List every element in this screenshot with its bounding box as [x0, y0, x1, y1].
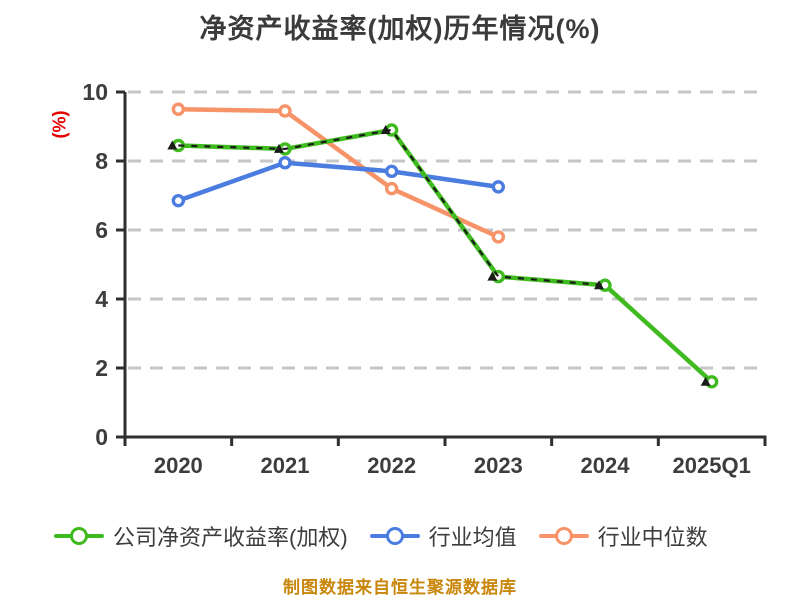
legend-dot-green: [70, 527, 88, 545]
legend-label-company-roe: 公司净资产收益率(加权): [113, 525, 348, 550]
overlay-triangle-marker: [594, 280, 604, 290]
chart-title: 净资产收益率(加权)历年情况(%): [199, 14, 601, 44]
data-point-marker: [491, 230, 506, 244]
overlay-dashed-line: [178, 128, 606, 287]
legend-label-industry-median: 行业中位数: [597, 525, 708, 550]
x-tick-label: 2023: [474, 453, 523, 478]
y-tick-label: 2: [95, 355, 108, 381]
legend-label-industry-mean: 行业均值: [428, 525, 517, 550]
data-point-marker: [384, 181, 399, 196]
legend-dot-blue: [385, 527, 404, 545]
overlay-triangle-marker: [487, 271, 498, 281]
legend-item-industry-mean: 行业均值: [369, 520, 517, 552]
overlay-triangle-marker: [167, 140, 178, 150]
data-point-marker: [491, 180, 506, 194]
x-tick-label: 2021: [261, 453, 310, 478]
x-tick-label: 2020: [154, 453, 203, 478]
legend: 公司净资产收益率(加权) 行业均值 行业中位数: [54, 520, 708, 552]
y-tick-label: 4: [95, 286, 108, 312]
data-point-marker: [171, 102, 186, 116]
overlay-triangle-marker: [380, 124, 391, 134]
overlay-triangle-marker: [700, 376, 711, 386]
legend-item-industry-median: 行业中位数: [538, 520, 708, 552]
legend-marker-blue-icon: [369, 525, 420, 547]
legend-marker-orange-icon: [538, 525, 589, 547]
data-point-marker: [278, 156, 292, 170]
data-point-marker: [278, 104, 292, 118]
y-tick-label: 10: [82, 79, 108, 105]
data-point-marker: [171, 193, 186, 208]
y-tick-label: 0: [95, 424, 108, 450]
series-line-0: [176, 127, 714, 385]
series-line-1: [176, 160, 501, 203]
series-line-2: [176, 107, 501, 240]
y-tick-label: 8: [95, 148, 108, 174]
x-tick-label: 2025Q1: [673, 453, 751, 478]
legend-marker-green-icon: [54, 525, 104, 547]
data-point-marker: [384, 164, 399, 179]
data-source-note: 制图数据来自恒生聚源数据库: [283, 578, 517, 597]
y-tick-label: 6: [95, 217, 108, 243]
overlay-triangle-marker: [274, 143, 284, 153]
legend-item-company-roe: 公司净资产收益率(加权): [54, 520, 348, 552]
x-tick-label: 2022: [367, 453, 416, 478]
x-tick-label: 2024: [581, 453, 631, 478]
legend-dot-orange: [554, 527, 573, 545]
